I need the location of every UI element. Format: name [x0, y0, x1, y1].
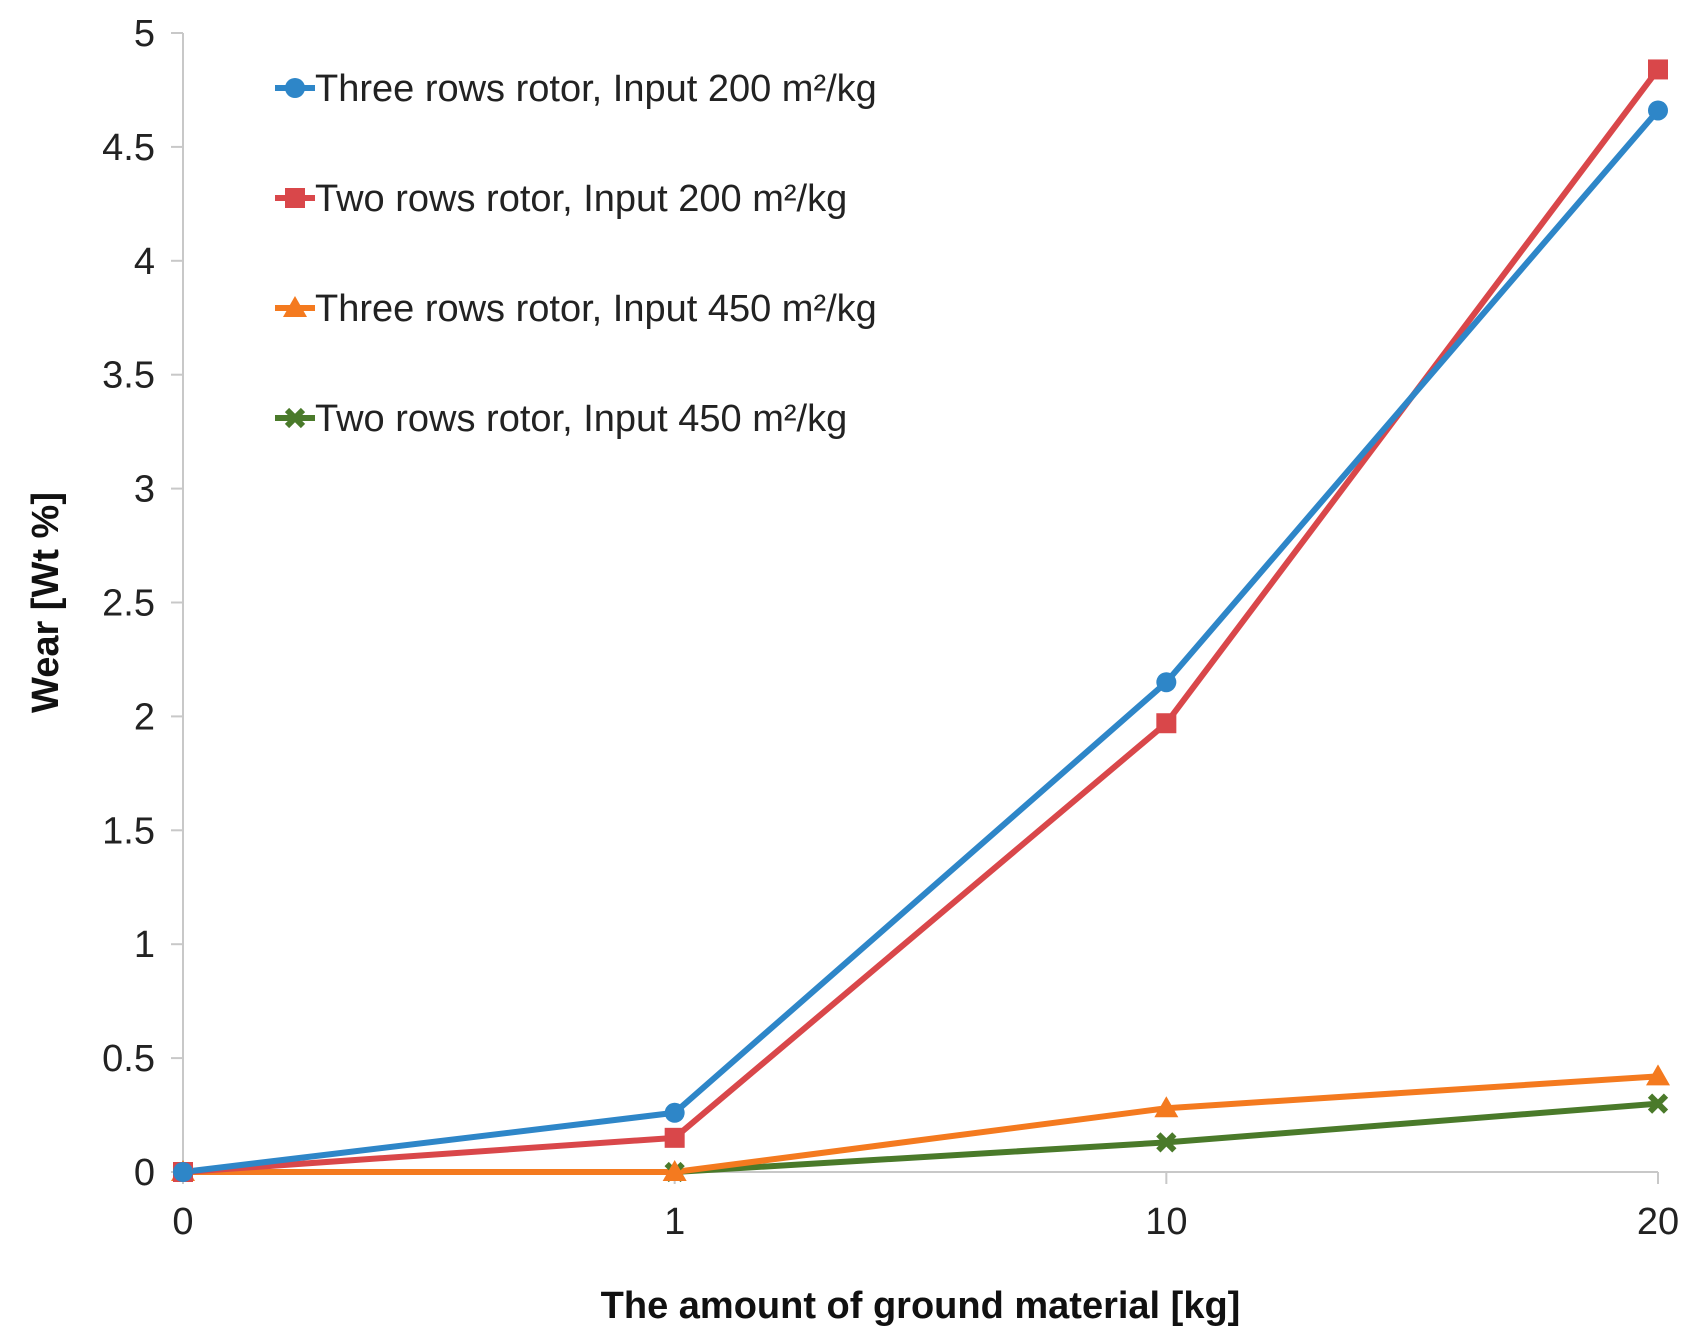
series-line-2	[180, 66, 1661, 1175]
y-tick-label: 2	[134, 696, 155, 738]
data-point	[173, 1162, 193, 1182]
x-tick-label: 1	[664, 1201, 685, 1243]
y-tick-label: 0.5	[102, 1038, 155, 1080]
y-tick-label: 1	[134, 924, 155, 966]
data-point	[1646, 1064, 1670, 1086]
legend-item: Three rows rotor, Input 450 m²/kg	[275, 288, 877, 330]
data-point	[1156, 1132, 1177, 1153]
legend-label: Three rows rotor, Input 200 m²/kg	[315, 68, 877, 110]
legend: Three rows rotor, Input 200 m²/kg Two row…	[275, 68, 877, 440]
legend-marker-icon	[285, 188, 305, 208]
legend-item: Two rows rotor, Input 200 m²/kg	[275, 178, 847, 220]
x-axis-ticks: 0 1 10 20	[172, 1172, 1679, 1243]
y-axis-title: Wear [Wt %]	[25, 492, 67, 713]
y-axis-ticks: 0 0.5 1 1.5 2 2.5 3 3.5 4 4.5 5	[102, 13, 183, 1194]
data-point	[664, 1127, 685, 1148]
x-tick-label: 0	[172, 1201, 193, 1243]
data-point	[1156, 672, 1177, 693]
data-point	[1647, 1093, 1669, 1114]
y-tick-label: 2.5	[102, 583, 155, 625]
data-point	[1154, 1096, 1179, 1118]
legend-marker-icon	[284, 407, 306, 429]
x-tick-label: 20	[1637, 1201, 1679, 1243]
series-line-3	[180, 1073, 1661, 1175]
data-point	[1648, 100, 1668, 121]
data-point	[1156, 713, 1177, 734]
y-tick-label: 0	[134, 1152, 155, 1194]
y-tick-label: 3	[134, 469, 155, 511]
legend-item: Two rows rotor, Input 450 m²/kg	[275, 398, 847, 440]
series-markers	[171, 59, 1670, 1183]
legend-item: Three rows rotor, Input 200 m²/kg	[275, 68, 877, 110]
legend-label: Two rows rotor, Input 200 m²/kg	[315, 178, 847, 220]
x-axis-title: The amount of ground material [kg]	[601, 1285, 1241, 1327]
series-line-1	[180, 107, 1661, 1175]
y-tick-label: 5	[134, 13, 155, 55]
y-tick-label: 3.5	[102, 355, 155, 397]
legend-marker-icon	[283, 296, 307, 317]
series-lines	[180, 66, 1661, 1175]
y-tick-label: 4.5	[102, 127, 155, 169]
y-tick-label: 4	[134, 241, 155, 283]
data-point	[1648, 59, 1668, 80]
data-point	[662, 1160, 687, 1181]
legend-marker-icon	[285, 78, 305, 98]
x-tick-label: 10	[1145, 1201, 1187, 1243]
y-tick-label: 1.5	[102, 810, 155, 852]
legend-label: Three rows rotor, Input 450 m²/kg	[315, 288, 877, 330]
data-point	[664, 1102, 685, 1123]
legend-label: Two rows rotor, Input 450 m²/kg	[315, 398, 847, 440]
